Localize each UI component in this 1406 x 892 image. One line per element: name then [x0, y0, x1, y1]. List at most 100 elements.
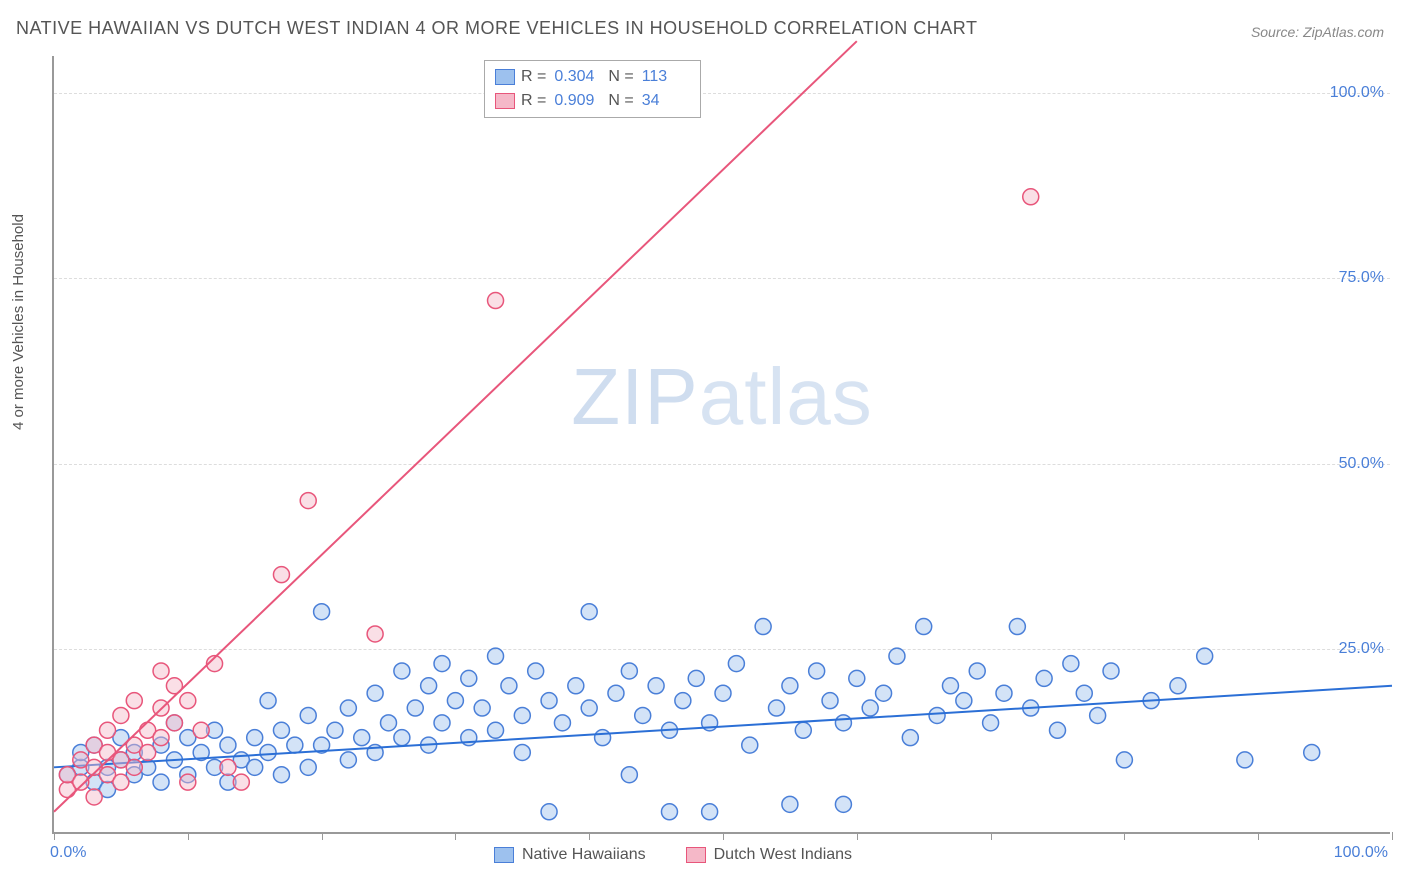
x-tick: [322, 832, 323, 840]
data-point: [702, 804, 718, 820]
chart-title: NATIVE HAWAIIAN VS DUTCH WEST INDIAN 4 O…: [16, 18, 977, 39]
data-point: [247, 759, 263, 775]
data-point: [153, 663, 169, 679]
data-point: [608, 685, 624, 701]
data-point: [488, 648, 504, 664]
data-point: [287, 737, 303, 753]
data-point: [86, 789, 102, 805]
data-point: [942, 678, 958, 694]
data-point: [541, 804, 557, 820]
data-point: [461, 670, 477, 686]
correlation-legend: R =0.304 N =113 R =0.909 N =34: [484, 60, 701, 118]
legend-row-pink: R =0.909 N =34: [495, 89, 690, 113]
data-point: [514, 744, 530, 760]
data-point: [742, 737, 758, 753]
legend-item: Dutch West Indians: [686, 846, 852, 864]
x-tick: [54, 832, 55, 840]
plot-svg: [54, 56, 1390, 832]
data-point: [354, 730, 370, 746]
data-point: [488, 722, 504, 738]
data-point: [862, 700, 878, 716]
data-point: [1076, 685, 1092, 701]
data-point: [1063, 656, 1079, 672]
data-point: [715, 685, 731, 701]
data-point: [1050, 722, 1066, 738]
data-point: [180, 693, 196, 709]
data-point: [1116, 752, 1132, 768]
data-point: [514, 707, 530, 723]
data-point: [969, 663, 985, 679]
x-tick: [723, 832, 724, 840]
data-point: [728, 656, 744, 672]
data-point: [1036, 670, 1052, 686]
data-point: [327, 722, 343, 738]
data-point: [956, 693, 972, 709]
data-point: [795, 722, 811, 738]
x-tick: [1392, 832, 1393, 840]
data-point: [233, 774, 249, 790]
x-tick: [991, 832, 992, 840]
series-legend: Native HawaiiansDutch West Indians: [494, 846, 852, 864]
legend-label: Dutch West Indians: [714, 846, 852, 864]
data-point: [889, 648, 905, 664]
data-point: [193, 722, 209, 738]
data-point: [126, 759, 142, 775]
data-point: [876, 685, 892, 701]
x-tick: [455, 832, 456, 840]
data-point: [300, 707, 316, 723]
data-point: [1103, 663, 1119, 679]
x-min-label: 0.0%: [50, 844, 86, 862]
data-point: [300, 759, 316, 775]
data-point: [126, 693, 142, 709]
y-axis-label: 4 or more Vehicles in Household: [10, 214, 27, 430]
data-point: [849, 670, 865, 686]
swatch-pink: [495, 93, 515, 109]
data-point: [113, 707, 129, 723]
data-point: [501, 678, 517, 694]
data-point: [621, 663, 637, 679]
data-point: [688, 670, 704, 686]
swatch-blue: [495, 69, 515, 85]
data-point: [983, 715, 999, 731]
x-tick: [857, 832, 858, 840]
data-point: [675, 693, 691, 709]
data-point: [273, 722, 289, 738]
plot-area: ZIPatlas R =0.304 N =113 R =0.909 N =34 …: [52, 56, 1390, 834]
data-point: [434, 715, 450, 731]
x-tick: [1124, 832, 1125, 840]
source-attribution: Source: ZipAtlas.com: [1251, 24, 1384, 40]
data-point: [273, 567, 289, 583]
data-point: [568, 678, 584, 694]
data-point: [769, 700, 785, 716]
data-point: [180, 774, 196, 790]
data-point: [635, 707, 651, 723]
data-point: [140, 744, 156, 760]
data-point: [367, 685, 383, 701]
data-point: [1170, 678, 1186, 694]
data-point: [113, 774, 129, 790]
data-point: [260, 744, 276, 760]
data-point: [260, 693, 276, 709]
data-point: [929, 707, 945, 723]
data-point: [1197, 648, 1213, 664]
data-point: [300, 493, 316, 509]
data-point: [153, 774, 169, 790]
data-point: [554, 715, 570, 731]
data-point: [835, 715, 851, 731]
x-max-label: 100.0%: [1334, 844, 1388, 862]
legend-row-blue: R =0.304 N =113: [495, 65, 690, 89]
legend-swatch: [494, 847, 514, 863]
data-point: [835, 796, 851, 812]
data-point: [407, 700, 423, 716]
data-point: [367, 626, 383, 642]
legend-swatch: [686, 847, 706, 863]
data-point: [166, 715, 182, 731]
data-point: [474, 700, 490, 716]
data-point: [782, 796, 798, 812]
data-point: [916, 619, 932, 635]
x-tick: [589, 832, 590, 840]
data-point: [528, 663, 544, 679]
data-point: [782, 678, 798, 694]
data-point: [902, 730, 918, 746]
data-point: [595, 730, 611, 746]
